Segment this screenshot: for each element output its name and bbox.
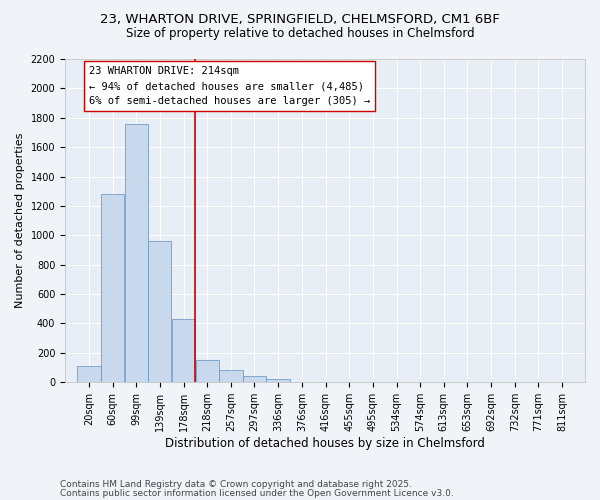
Bar xyxy=(243,376,266,382)
Bar xyxy=(101,194,124,382)
Bar xyxy=(125,124,148,382)
Bar xyxy=(266,378,290,382)
Text: Size of property relative to detached houses in Chelmsford: Size of property relative to detached ho… xyxy=(125,28,475,40)
Bar xyxy=(196,360,218,382)
Bar xyxy=(219,370,242,382)
Bar xyxy=(77,366,101,382)
Text: 23 WHARTON DRIVE: 214sqm
← 94% of detached houses are smaller (4,485)
6% of semi: 23 WHARTON DRIVE: 214sqm ← 94% of detach… xyxy=(89,66,370,106)
Text: Contains public sector information licensed under the Open Government Licence v3: Contains public sector information licen… xyxy=(60,488,454,498)
Y-axis label: Number of detached properties: Number of detached properties xyxy=(15,133,25,308)
Text: 23, WHARTON DRIVE, SPRINGFIELD, CHELMSFORD, CM1 6BF: 23, WHARTON DRIVE, SPRINGFIELD, CHELMSFO… xyxy=(100,12,500,26)
Bar xyxy=(172,319,195,382)
Text: Contains HM Land Registry data © Crown copyright and database right 2025.: Contains HM Land Registry data © Crown c… xyxy=(60,480,412,489)
X-axis label: Distribution of detached houses by size in Chelmsford: Distribution of detached houses by size … xyxy=(165,437,485,450)
Bar xyxy=(148,241,172,382)
